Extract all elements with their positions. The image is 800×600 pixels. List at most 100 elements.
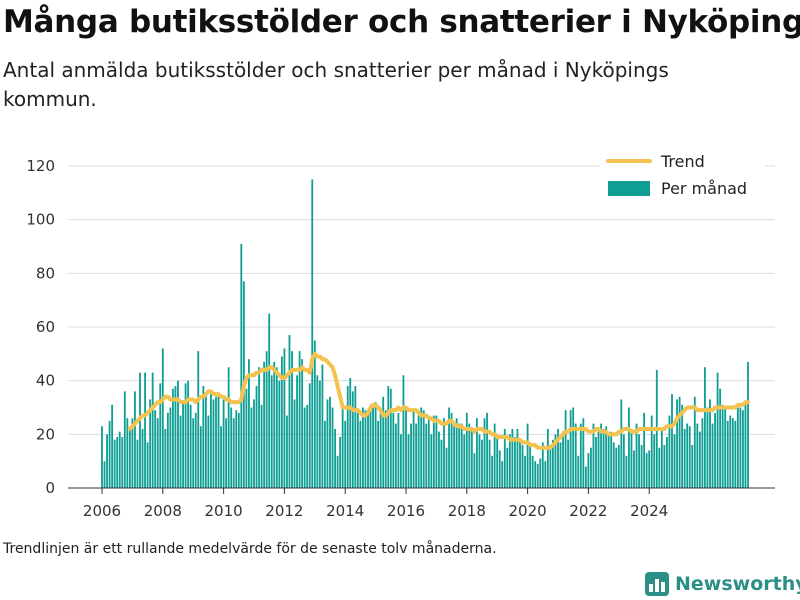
bar xyxy=(569,410,572,488)
bar xyxy=(688,426,691,488)
bar xyxy=(372,407,374,488)
bar xyxy=(215,396,217,488)
bar xyxy=(736,407,739,488)
bar xyxy=(742,410,744,488)
bar xyxy=(387,386,390,488)
bar xyxy=(329,396,331,488)
bar xyxy=(412,410,415,488)
bar xyxy=(278,380,281,488)
bar xyxy=(270,375,273,488)
bar xyxy=(610,431,613,488)
x-tick-label: 2010 xyxy=(205,502,243,520)
bar xyxy=(326,399,329,488)
bar xyxy=(698,431,701,488)
bar xyxy=(410,423,412,488)
y-tick-label: 120 xyxy=(26,157,55,175)
bar xyxy=(187,380,190,488)
bar xyxy=(744,402,747,488)
bar xyxy=(425,423,428,488)
bar xyxy=(139,372,141,488)
bar xyxy=(103,461,106,488)
bar xyxy=(597,431,600,488)
bar xyxy=(232,418,235,488)
bar xyxy=(427,415,430,488)
bar xyxy=(719,388,722,488)
gridlines xyxy=(68,165,775,435)
bar xyxy=(605,426,608,488)
bar xyxy=(275,367,278,488)
y-tick-label: 100 xyxy=(26,211,55,229)
x-tick-label: 2018 xyxy=(448,502,486,520)
bar xyxy=(666,437,668,488)
bar xyxy=(384,410,387,488)
bar xyxy=(638,434,640,488)
bar xyxy=(630,428,633,488)
bar xyxy=(258,367,260,488)
bar xyxy=(334,428,336,488)
y-tick-label: 0 xyxy=(45,479,55,497)
bar xyxy=(156,418,159,488)
bar xyxy=(668,415,671,488)
bar xyxy=(476,418,478,488)
bar xyxy=(582,418,585,488)
bar xyxy=(458,423,461,488)
bar xyxy=(369,404,372,488)
bar xyxy=(514,437,516,488)
bar xyxy=(488,439,491,488)
bar xyxy=(182,402,184,488)
bar xyxy=(747,361,749,488)
bar xyxy=(212,399,215,488)
x-tick-label: 2020 xyxy=(509,502,547,520)
bar xyxy=(194,412,197,488)
bar xyxy=(362,407,364,488)
bar xyxy=(280,356,283,488)
bar xyxy=(709,399,711,488)
bar xyxy=(696,423,699,488)
bar xyxy=(574,423,577,488)
bar xyxy=(164,428,167,488)
bar xyxy=(316,375,319,488)
bar xyxy=(536,463,539,488)
bar xyxy=(448,407,450,488)
bar xyxy=(296,375,298,488)
bar xyxy=(291,351,293,488)
bar xyxy=(306,404,309,488)
bar xyxy=(663,445,666,488)
bar xyxy=(126,418,129,488)
bar xyxy=(235,410,238,488)
x-tick-label: 2012 xyxy=(265,502,303,520)
bar xyxy=(714,412,716,488)
bar xyxy=(379,407,382,488)
bar xyxy=(341,402,344,488)
x-axis-ticks: 2006 2008 2010 2012 2014 2016 2018 2020 2022 2024 xyxy=(83,488,668,520)
bar xyxy=(721,404,724,488)
bar xyxy=(151,372,154,488)
bar xyxy=(364,410,367,488)
bar xyxy=(184,383,187,488)
bar xyxy=(653,434,656,488)
bar xyxy=(397,412,400,488)
bar xyxy=(554,434,557,488)
footnote: Trendlinjen är ett rullande medelvärde f… xyxy=(3,541,497,557)
bar xyxy=(273,361,276,488)
bar xyxy=(415,423,418,488)
bar-chart-logo-icon xyxy=(645,572,669,596)
bar xyxy=(344,420,347,488)
bar xyxy=(460,423,463,488)
bar xyxy=(255,386,258,488)
bar xyxy=(524,455,526,488)
bar xyxy=(650,415,653,488)
bar xyxy=(739,407,742,488)
chart-subtitle: Antal anmälda butiksstölder och snatteri… xyxy=(3,58,669,111)
x-tick-label: 2022 xyxy=(569,502,607,520)
bar xyxy=(567,439,570,488)
bar xyxy=(189,404,192,488)
bar xyxy=(438,431,440,488)
bar xyxy=(706,407,709,488)
bar xyxy=(704,367,706,488)
bar xyxy=(263,361,266,488)
legend-bar-swatch xyxy=(608,181,650,196)
bar xyxy=(633,450,635,488)
bar xyxy=(531,455,534,488)
bar xyxy=(726,420,729,488)
